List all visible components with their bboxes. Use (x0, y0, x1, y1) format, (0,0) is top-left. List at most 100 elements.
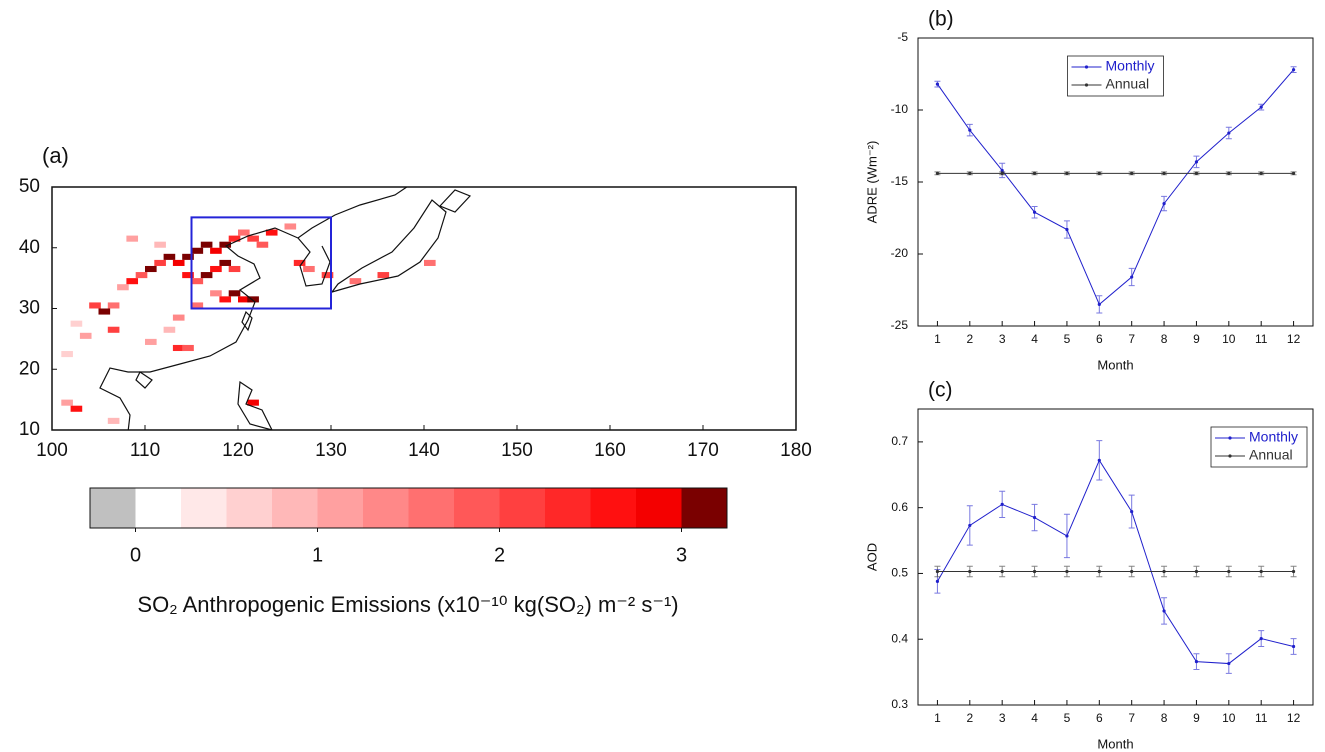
x-tick-label: 2 (966, 711, 973, 725)
x-tick-label: 8 (1161, 332, 1168, 346)
emission-cell (107, 302, 120, 309)
x-tick-label: 11 (1255, 332, 1268, 346)
emission-cell (210, 265, 222, 273)
emission-cell (424, 259, 436, 266)
y-tick-label: 10 (19, 419, 40, 440)
emission-cell (200, 241, 213, 248)
data-point (1162, 609, 1166, 613)
coastline (237, 380, 273, 430)
data-point (1291, 68, 1296, 72)
colorbar-bin (636, 488, 682, 528)
y-tick-label: 30 (19, 298, 40, 319)
data-point (1130, 510, 1134, 514)
x-tick-label: 12 (1287, 332, 1301, 346)
data-point (935, 82, 940, 86)
emission-cell (145, 265, 157, 273)
x-tick-label: 10 (1222, 332, 1236, 346)
data-point (1194, 171, 1199, 175)
x-tick-label: 120 (222, 440, 254, 461)
x-tick-label: 140 (408, 440, 440, 461)
x-tick-label: 3 (999, 332, 1006, 346)
plot-frame (917, 37, 1314, 327)
panel-label: (a) (42, 143, 69, 168)
emission-cell (89, 302, 101, 309)
data-point (1097, 302, 1101, 306)
data-point (1000, 171, 1004, 175)
data-point (1097, 171, 1101, 175)
data-point (1162, 171, 1166, 175)
emission-cell (293, 259, 306, 266)
emission-cell (107, 326, 120, 333)
emission-cell (265, 229, 278, 236)
data-point (1097, 458, 1101, 462)
legend-label: Annual (1106, 76, 1150, 92)
y-tick-label: 0.3 (891, 697, 908, 711)
x-tick-label: 8 (1161, 711, 1168, 725)
emission-cell (377, 272, 390, 279)
legend-box (1210, 426, 1308, 468)
x-axis-label: Month (1097, 357, 1133, 372)
colorbar-bin (135, 488, 181, 528)
emission-cell (163, 253, 176, 260)
data-point (968, 128, 972, 132)
colorbar-bin (408, 488, 454, 528)
data-point (1065, 171, 1069, 175)
plot-frame (917, 408, 1314, 706)
emission-cell (321, 272, 334, 279)
data-point (968, 523, 972, 528)
data-point (1194, 659, 1199, 664)
coastline (241, 310, 253, 332)
data-point (1032, 569, 1037, 574)
y-tick-label: 0.7 (891, 434, 908, 448)
data-point (1291, 569, 1296, 574)
y-tick-label: 20 (19, 358, 40, 379)
emission-cell (172, 314, 185, 321)
emission-cell (219, 296, 232, 303)
data-point (1000, 569, 1004, 574)
y-tick-label: -10 (891, 102, 909, 116)
x-tick-label: 12 (1287, 711, 1301, 725)
emission-cell (256, 241, 269, 248)
emission-cell (61, 399, 73, 406)
emission-cell (126, 235, 139, 242)
data-point (1065, 534, 1069, 538)
legend-label: Annual (1249, 447, 1293, 463)
x-tick-label: 7 (1128, 711, 1135, 725)
colorbar-bin (454, 488, 500, 528)
emission-cell (107, 417, 120, 424)
emission-cell (182, 272, 194, 279)
y-tick-label: 50 (19, 176, 40, 197)
y-tick-label: -25 (891, 318, 909, 332)
coastline (135, 371, 153, 389)
emission-cell (79, 332, 92, 339)
map-frame (51, 186, 797, 431)
series-line (936, 459, 1294, 665)
x-tick-label: 5 (1064, 332, 1071, 346)
y-tick-label: -20 (891, 246, 909, 260)
data-point (1227, 569, 1231, 574)
colorbar-bin (181, 488, 227, 528)
coastline (297, 237, 331, 287)
emission-cell (172, 259, 185, 266)
y-axis-label: AOD (864, 543, 879, 571)
emission-cell (247, 399, 259, 406)
emission-cell (284, 223, 297, 230)
y-tick-label: 40 (19, 237, 40, 258)
x-tick-label: 110 (130, 440, 160, 461)
emission-cell (247, 296, 259, 303)
emission-cell (210, 247, 222, 254)
emission-cell (219, 259, 232, 266)
y-tick-label: 0.5 (891, 566, 908, 580)
coastline (99, 187, 408, 430)
data-point (1130, 275, 1134, 279)
emission-cell (191, 302, 204, 309)
y-tick-label: 0.4 (891, 631, 908, 645)
emission-cell (61, 351, 73, 358)
emission-cell (238, 296, 250, 303)
panel-label: (c) (928, 379, 953, 402)
emission-cell (191, 247, 204, 254)
y-axis-label: ADRE (Wm⁻²) (864, 141, 879, 224)
emission-cell (126, 278, 139, 285)
data-point (1162, 202, 1166, 206)
